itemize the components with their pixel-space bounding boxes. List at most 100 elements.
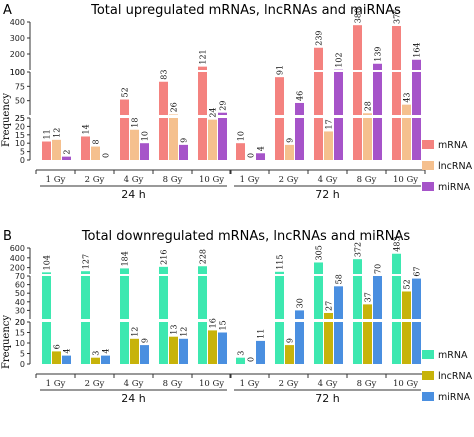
bar-value-label: 37 <box>364 292 373 302</box>
legend-swatch-mirna <box>422 392 434 401</box>
legend-swatch-mrna <box>422 140 434 149</box>
bar-lncrna <box>208 119 217 160</box>
bar-lncrna <box>402 118 411 160</box>
y-tick-label: 15 <box>15 131 25 140</box>
bar-lncrna <box>52 351 61 364</box>
bar-value-label: 11 <box>257 329 266 339</box>
bar-value-label: 9 <box>286 338 295 343</box>
bar-mrna <box>353 322 362 364</box>
bar-mrna <box>81 271 90 274</box>
bar-value-label: 483 <box>393 236 402 251</box>
bar-mirna <box>412 278 421 319</box>
bar-value-label: 127 <box>82 254 91 269</box>
bar-value-label: 104 <box>43 255 52 270</box>
bar-value-label: 29 <box>219 101 228 111</box>
bar-value-label: 10 <box>141 131 150 141</box>
bar-value-label: 27 <box>325 301 334 311</box>
bar-mirna <box>218 118 227 160</box>
bar-value-label: 0 <box>247 357 256 362</box>
bar-mrna <box>81 276 90 319</box>
legend-label-lncrna: lncRNA <box>438 161 473 172</box>
bar-lncrna <box>52 139 61 160</box>
legend-label-mirna: miRNA <box>438 392 471 403</box>
bar-value-label: 15 <box>219 320 228 330</box>
category-label: 8 Gy <box>357 175 377 185</box>
bar-mrna <box>42 322 51 364</box>
bar-mirna <box>373 118 382 160</box>
bar-mirna <box>295 118 304 160</box>
category-label: 2 Gy <box>85 379 105 389</box>
bar-mirna <box>218 332 227 364</box>
bar-mrna <box>314 276 323 319</box>
bar-lncrna <box>363 118 372 160</box>
y-tick-label: 50 <box>15 97 25 106</box>
bar-mrna <box>81 136 90 160</box>
legend-swatch-mirna <box>422 182 434 191</box>
bar-mrna <box>392 276 401 319</box>
bar-value-label: 239 <box>315 30 324 45</box>
bar-mirna <box>334 286 343 319</box>
bar-mrna <box>314 47 323 70</box>
bar-mirna <box>179 338 188 364</box>
panel-b-ylabel: Frequency <box>1 315 12 369</box>
bar-lncrna <box>91 146 100 160</box>
y-tick-label: 70 <box>15 272 25 281</box>
bar-mrna <box>275 271 284 274</box>
bar-lncrna <box>363 322 372 364</box>
bar-mirna <box>334 322 343 364</box>
panel-a-ylabel: Frequency <box>1 93 12 147</box>
bar-value-label: 8 <box>92 139 101 144</box>
bar-value-label: 12 <box>53 128 62 138</box>
y-tick-label: 100 <box>10 68 25 77</box>
bar-lncrna <box>324 131 333 160</box>
y-tick-label: 600 <box>10 244 25 253</box>
bar-value-label: 102 <box>335 52 344 67</box>
bar-value-label: 4 <box>257 146 266 151</box>
legend-label-mrna: mRNA <box>438 140 468 151</box>
bar-value-label: 12 <box>131 327 140 337</box>
bar-value-label: 30 <box>296 298 305 308</box>
category-label: 8 Gy <box>163 379 183 389</box>
group-label: 72 h <box>315 188 339 201</box>
bar-mrna <box>198 266 207 274</box>
bar-mrna <box>275 77 284 115</box>
bar-mrna <box>198 322 207 364</box>
bar-mrna <box>392 322 401 364</box>
bar-value-label: 375 <box>393 9 402 24</box>
bar-mirna <box>140 143 149 160</box>
y-tick-label: 20 <box>15 318 25 327</box>
y-tick-label: 20 <box>15 318 25 327</box>
bar-mrna <box>353 259 362 274</box>
bar-mirna <box>412 322 421 364</box>
bar-value-label: 11 <box>43 129 52 139</box>
bar-mrna <box>159 276 168 319</box>
panel-b-title: Total downregulated mRNAs, lncRNAs and m… <box>81 229 411 244</box>
y-tick-label: 40 <box>15 298 25 307</box>
bar-value-label: 0 <box>102 153 111 158</box>
bar-mrna <box>314 72 323 115</box>
bar-value-label: 3 <box>92 351 101 356</box>
bar-mrna <box>120 276 129 319</box>
category-label: 10 Gy <box>199 175 224 185</box>
bar-mirna <box>140 345 149 364</box>
bar-mrna <box>42 272 51 274</box>
bar-lncrna <box>130 338 139 364</box>
bar-lncrna <box>285 345 294 364</box>
bar-mrna <box>120 268 129 274</box>
y-tick-label: 5 <box>20 350 25 359</box>
category-label: 10 Gy <box>393 379 418 389</box>
y-tick-label: 30 <box>15 306 25 315</box>
bar-value-label: 16 <box>209 318 218 328</box>
legend-label-mirna: miRNA <box>438 182 471 193</box>
bar-mirna <box>295 322 304 364</box>
bar-lncrna <box>169 336 178 364</box>
bar-value-label: 372 <box>354 242 363 257</box>
bar-lncrna <box>169 118 178 160</box>
bar-mrna <box>392 253 401 274</box>
bar-mrna <box>120 322 129 364</box>
bar-mrna <box>353 25 362 70</box>
y-tick-label: 400 <box>10 254 25 263</box>
legend-swatch-lncrna <box>422 161 434 170</box>
bar-lncrna <box>169 114 178 115</box>
